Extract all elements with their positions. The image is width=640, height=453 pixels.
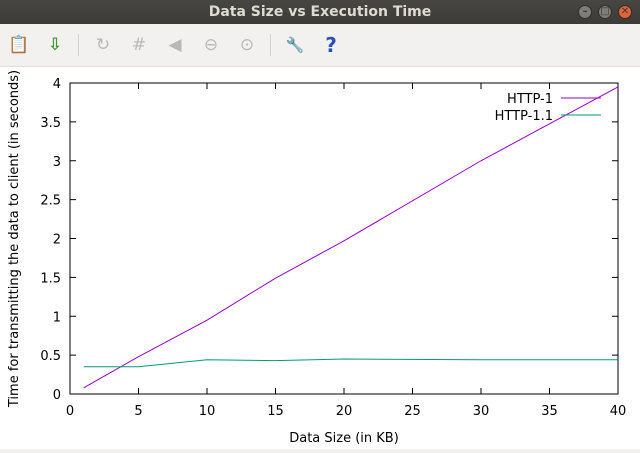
x-tick-label: 15 [267,404,284,419]
window-title: Data Size vs Execution Time [208,4,432,20]
zoom-button[interactable]: ⊙ [234,32,260,58]
chart: 0 5 10 15 20 25 30 35 40 0 0.5 1 1.5 2 2.5 3 3.5 4 Data Si… [7,70,627,446]
y-tick-label: 3 [53,155,61,170]
zoom-icon: ⊙ [239,35,255,55]
y-tick-label: 4 [53,77,61,92]
replot-button[interactable]: ↻ [90,32,116,58]
series-line-http-1-1 [83,358,618,368]
y-tick-label: 0 [53,388,61,403]
settings-button[interactable]: 🔧 [282,32,308,58]
zoom-out-icon: ⊖ [203,35,219,55]
grid-icon: # [131,35,147,55]
toolbar-separator [270,34,271,56]
y-tick-label: 1.5 [40,271,61,286]
x-tick-label: 30 [473,404,490,419]
maximize-icon: □ [600,6,610,17]
help-button[interactable]: ? [318,32,344,58]
status-strip [0,449,640,453]
previous-zoom-button[interactable]: ◀ [162,32,188,58]
series-line-http-1 [83,86,619,389]
unzoom-button[interactable]: ⊖ [198,32,224,58]
x-axis-label: Data Size (in KB) [289,431,399,446]
x-tick-label: 25 [404,404,421,419]
wrench-icon: 🔧 [285,36,305,54]
plot-frame [69,82,619,395]
x-tick-label: 40 [610,404,627,419]
minimize-button[interactable]: – [578,5,592,19]
zoom-back-icon: ◀ [168,35,182,55]
help-icon: ? [325,33,337,57]
close-button[interactable]: ✕ [618,5,632,19]
toolbar: 📋 ⇩ ↻ # ◀ ⊖ ⊙ 🔧? [0,24,640,67]
y-tick-label: 0.5 [40,349,61,364]
refresh-icon: ↻ [95,35,111,55]
y-tick-label: 2 [53,233,61,248]
x-tick-label: 10 [199,404,216,419]
save-export-icon: ⇩ [47,35,63,55]
maximize-button[interactable]: □ [598,5,612,19]
x-tick-label: 35 [541,404,558,419]
title-bar[interactable]: Data Size vs Execution Time – □ ✕ [0,0,640,24]
x-tick-label: 20 [336,404,353,419]
x-tick-label: 5 [134,404,142,419]
x-tick-label: 0 [66,404,74,419]
copy-to-clipboard-button[interactable]: 📋 [6,32,32,58]
plot-area: 0 5 10 15 20 25 30 35 40 0 0.5 1 1.5 2 2.5 3 3.5 4 Data Si… [0,66,640,453]
close-icon: ✕ [620,6,630,17]
toolbar-separator [78,34,79,56]
export-button[interactable]: ⇩ [42,32,68,58]
y-tick-label: 2.5 [40,194,61,209]
legend-label: HTTP-1 [507,92,553,107]
y-tick-label: 1 [53,310,61,325]
clipboard-icon: 📋 [8,35,30,55]
legend-label: HTTP-1.1 [495,109,553,124]
minimize-icon: – [582,6,588,17]
y-axis-label: Time for transmitting the data to client… [7,70,22,408]
grid-button[interactable]: # [126,32,152,58]
y-tick-label: 3.5 [40,116,61,131]
